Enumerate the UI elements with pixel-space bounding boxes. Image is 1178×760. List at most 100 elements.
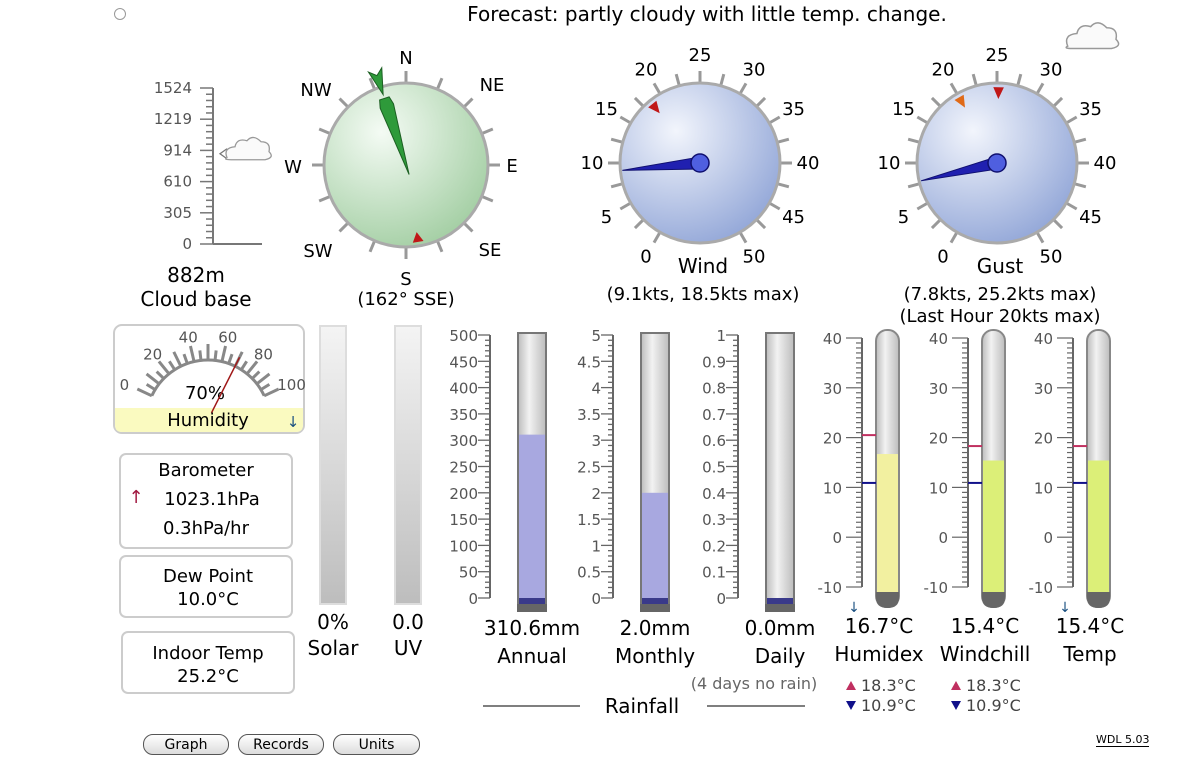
version-link[interactable]: WDL 5.03 <box>1096 733 1150 747</box>
thermo-scale-label: 40 <box>823 330 842 348</box>
gust-gauge: 0 5 10 15 20 25 30 35 40 45 50 Gust (7.8kts, 25.2kts… <box>878 45 1117 327</box>
thermo-trend-down-icon: ↓ <box>1059 600 1071 616</box>
humidity-scale-label: 80 <box>254 346 273 364</box>
barometer-panel: Barometer 1023.1hPa 0.3hPa/hr ↑ <box>119 453 293 549</box>
thermo-high-value: 18.3°C <box>861 676 916 695</box>
gust-scale-label: 50 <box>1040 247 1063 268</box>
records-button[interactable]: Records <box>238 734 324 755</box>
rainfall-title: Rainfall <box>605 694 679 718</box>
cloud-base-value: 882m <box>167 263 225 287</box>
rain-value: 2.0mm <box>620 616 691 640</box>
compass-label-e: E <box>506 156 517 177</box>
high-triangle-icon <box>951 681 961 690</box>
rain-scale-label: 5 <box>591 327 601 345</box>
compass-label-se: SE <box>479 240 502 261</box>
gust-scale-label: 10 <box>878 153 901 174</box>
compass-label-sw: SW <box>303 241 332 262</box>
gust-scale-label: 30 <box>1040 59 1063 80</box>
humidity-value: 70% <box>185 383 225 404</box>
gust-scale-label: 5 <box>898 207 909 228</box>
thermo-value: 15.4°C <box>1056 614 1125 638</box>
radio-button[interactable] <box>114 8 126 20</box>
rain-stand <box>765 604 795 612</box>
uv-label: UV <box>394 636 423 660</box>
gust-reading-last-hour: (Last Hour 20kts max) <box>899 306 1100 327</box>
humidity-scale-label: 40 <box>179 328 198 346</box>
rain-label: Annual <box>497 644 567 668</box>
tick <box>260 383 271 391</box>
tick <box>255 372 271 386</box>
thermo-trend-down-icon: ↓ <box>848 600 860 616</box>
rain-scale-label: 1 <box>716 327 726 345</box>
cloud-base-scale-label: 610 <box>163 173 192 191</box>
rain-scale-label: 0.3 <box>702 511 726 529</box>
wind-max-marker <box>648 100 660 114</box>
tick <box>157 360 171 375</box>
wind-direction-reading: (162° SSE) <box>357 289 454 310</box>
thermo-scale-label: 0 <box>938 529 948 547</box>
rain-scale-label: 0.2 <box>702 537 726 555</box>
low-triangle-icon <box>951 701 961 710</box>
rain-scale-label: 400 <box>449 380 478 398</box>
rain-scale-label: 0.5 <box>577 564 601 582</box>
rain-scale-label: 2.5 <box>577 459 601 477</box>
dew-point-label: Dew Point <box>163 566 253 587</box>
rain-value: 0.0mm <box>745 616 816 640</box>
thermo-scale-label: 40 <box>929 330 948 348</box>
rain-scale-label: 4 <box>591 380 601 398</box>
rain-scale-label: 0.4 <box>702 485 726 503</box>
wind-gauge: 0 5 10 15 20 25 30 35 40 45 50 Wind (9.1kts, 18.5kts… <box>581 45 820 305</box>
rain-scale-label: 0.6 <box>702 432 726 450</box>
rain-base <box>519 598 545 604</box>
needle-tail <box>367 66 384 97</box>
tick <box>136 387 153 398</box>
tick <box>188 345 196 362</box>
indoor-temp-panel-frame <box>121 631 295 694</box>
rain-scale-label: 3 <box>591 432 601 450</box>
humidex-thermometer: -10 0 10 20 30 40 ↓16.7°C Humidex <box>818 329 924 666</box>
forecast-text: Forecast: partly cloudy with little temp… <box>467 2 947 26</box>
rainfall-note: (4 days no rain) <box>691 674 818 693</box>
high-triangle-icon <box>846 681 856 690</box>
uv-value: 0.0 <box>392 610 424 634</box>
rain-label: Monthly <box>615 644 695 668</box>
tick <box>145 372 161 386</box>
rain-level-fill <box>642 492 668 598</box>
rain-scale-label: 4.5 <box>577 353 601 371</box>
thermo-scale-label: 30 <box>823 380 842 398</box>
rain-stand <box>517 604 547 612</box>
rain-scale-label: 0 <box>468 590 478 608</box>
thermo-scale-label: 10 <box>823 479 842 497</box>
humidity-needle-icon <box>210 356 241 414</box>
thermo-level-fill <box>877 454 898 592</box>
rain-scale-label: 500 <box>449 327 478 345</box>
wind-direction-compass: N NE E SE S SW W NW (162° SSE) <box>284 48 518 310</box>
dew-point-panel-frame <box>119 555 293 618</box>
rain-tube <box>765 332 795 605</box>
thermo-bulb <box>982 592 1005 608</box>
cloud-base-scale-label: 1524 <box>154 79 192 97</box>
thermo-scale-label: 0 <box>832 529 842 547</box>
low-triangle-icon <box>846 701 856 710</box>
rain-base <box>642 598 668 604</box>
gust-scale-label: 15 <box>892 99 915 120</box>
tick <box>172 351 183 367</box>
rain-level-fill <box>519 434 545 598</box>
thermo-scale-label: 10 <box>1034 479 1053 497</box>
rain-scale-label: 350 <box>449 406 478 424</box>
barometer-label: Barometer <box>158 460 254 481</box>
tick <box>263 387 280 398</box>
uv-bar <box>394 325 422 605</box>
units-button[interactable]: Units <box>333 734 420 755</box>
thermo-bulb <box>876 592 899 608</box>
graph-button[interactable]: Graph <box>143 734 229 755</box>
tick <box>155 370 165 380</box>
rainfall-monthly-gauge: 0 0.5 1 1.5 2 2.5 3 3.5 4 4.5 5 2.0mm Monthly <box>577 327 695 668</box>
needle-shaft <box>379 96 410 175</box>
